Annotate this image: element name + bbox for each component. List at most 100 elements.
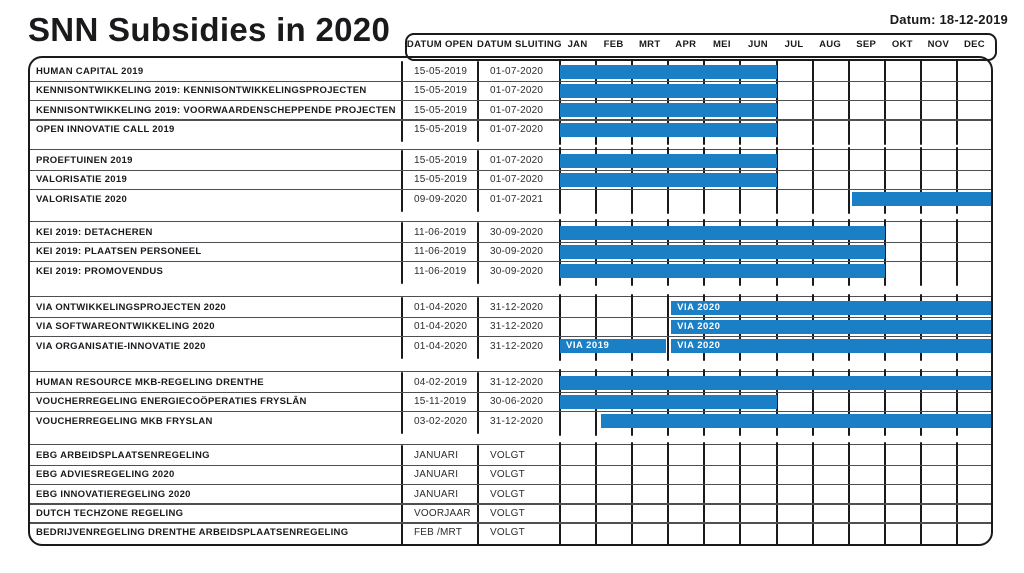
program-name: EBG ARBEIDSPLAATSENREGELING	[36, 450, 210, 461]
datum-open-value: 15-05-2019	[414, 123, 468, 135]
datum-open-value: JANUARI	[414, 469, 459, 481]
gantt-bar	[560, 83, 777, 99]
gantt-bar	[560, 153, 777, 168]
month-header-jan: JAN	[567, 39, 588, 50]
gantt-bar: VIA 2020	[671, 300, 993, 315]
datum-sluiting-value: VOLGT	[490, 527, 525, 539]
month-gridline	[667, 441, 670, 546]
column-header-datum-open: DATUM OPEN	[406, 39, 474, 50]
group-top-line	[28, 370, 993, 373]
column-divider	[401, 297, 403, 359]
gantt-bar	[560, 172, 777, 188]
group-top-line	[28, 443, 993, 446]
datum-sluiting-value: 31-12-2020	[490, 321, 544, 333]
datum-sluiting-value: 01-07-2020	[490, 155, 544, 166]
datum-sluiting-value: VOLGT	[490, 507, 525, 519]
month-header-mei: MEI	[712, 39, 731, 50]
program-name: OPEN INNOVATIE CALL 2019	[36, 123, 175, 135]
gantt-bar-label: VIA 2020	[677, 320, 721, 332]
column-divider	[401, 445, 403, 546]
column-divider	[477, 61, 479, 143]
datum-open-value: 15-11-2019	[414, 396, 467, 408]
month-header-okt: OKT	[891, 39, 913, 50]
gantt-bar	[560, 225, 885, 240]
datum-open-value: 11-06-2019	[414, 265, 467, 277]
month-gridline	[847, 441, 850, 546]
gantt-bar	[560, 375, 993, 390]
month-gridline	[811, 368, 814, 437]
datum-sluiting-value: 01-07-2020	[490, 174, 544, 186]
datum-sluiting-value: 31-12-2020	[490, 340, 544, 352]
program-name: EBG INNOVATIEREGELING 2020	[36, 488, 191, 500]
datum-open-value: 09-09-2020	[414, 193, 468, 205]
month-gridline	[559, 293, 561, 362]
month-gridline	[667, 293, 670, 362]
column-divider	[401, 222, 403, 284]
month-gridline	[919, 368, 922, 437]
month-gridline	[775, 146, 778, 215]
gantt-bar-label: VIA 2020	[677, 340, 721, 352]
month-gridline	[883, 441, 886, 546]
month-gridline	[775, 441, 778, 546]
datum-open-value: JANUARI	[414, 488, 459, 500]
row-separator	[28, 316, 993, 319]
datum-open-value: 01-04-2020	[414, 321, 468, 333]
month-header-jun: JUN	[747, 39, 768, 50]
datum-sluiting-value: 01-07-2021	[490, 193, 544, 205]
program-name: KEI 2019: PLAATSEN PERSONEEL	[36, 246, 202, 258]
row-separator	[28, 483, 993, 486]
datum-sluiting-value: 01-07-2020	[490, 85, 544, 97]
month-gridline	[703, 441, 706, 546]
program-name: KENNISONTWIKKELING 2019: VOORWAARDENSCHE…	[36, 104, 396, 116]
program-name: VOUCHERREGELING MKB FRYSLAN	[36, 415, 213, 427]
datum-sluiting-value: 31-12-2020	[490, 377, 544, 388]
datum-open-value: VOORJAAR	[414, 507, 471, 519]
datum-sluiting-value: 30-09-2020	[490, 246, 544, 258]
row-separator	[28, 391, 993, 394]
gantt-bar: VIA 2019	[560, 339, 667, 354]
month-gridline	[631, 293, 634, 362]
datum-sluiting-value: 30-09-2020	[490, 227, 544, 238]
row-separator	[28, 99, 993, 102]
program-name: HUMAN CAPITAL 2019	[36, 66, 144, 77]
column-divider	[477, 222, 479, 284]
datum-open-value: 03-02-2020	[414, 415, 468, 427]
month-gridline	[631, 441, 634, 546]
column-divider	[401, 150, 403, 212]
datum-sluiting-value: 01-07-2020	[490, 104, 544, 116]
row-separator	[28, 80, 993, 83]
program-name: PROEFTUINEN 2019	[36, 155, 133, 166]
month-header-feb: FEB	[603, 39, 624, 50]
datum-open-value: FEB /MRT	[414, 527, 463, 539]
column-divider	[477, 150, 479, 212]
program-name: VIA SOFTWAREONTWIKKELING 2020	[36, 321, 215, 333]
gantt-bar	[560, 103, 777, 118]
datum-sluiting-value: 30-06-2020	[490, 396, 544, 408]
row-separator	[28, 522, 993, 524]
datum-open-value: 01-04-2020	[414, 302, 468, 313]
datum-sluiting-value: VOLGT	[490, 469, 525, 481]
month-gridline	[955, 368, 958, 437]
month-header-jul: JUL	[784, 39, 804, 50]
table-header-strip: DATUM OPEN DATUM SLUITING JAN FEB MRT APR ME…	[405, 33, 997, 61]
group-top-line	[28, 295, 993, 298]
program-name: VIA ORGANISATIE-INNOVATIE 2020	[36, 340, 206, 352]
month-gridline	[883, 218, 886, 287]
column-divider	[477, 445, 479, 546]
gantt-bar	[601, 414, 993, 429]
program-name: VALORISATIE 2019	[36, 174, 128, 186]
month-gridline	[919, 218, 922, 287]
row-separator	[28, 169, 993, 172]
row-separator	[28, 260, 993, 263]
month-gridline	[955, 441, 958, 546]
datum-open-value: 11-06-2019	[414, 227, 467, 238]
datum-sluiting-value: VOLGT	[490, 488, 525, 500]
month-gridline	[811, 146, 814, 215]
gantt-bar-label: VIA 2019	[566, 340, 610, 352]
gantt-bar	[852, 192, 993, 207]
program-name: KEI 2019: DETACHEREN	[36, 227, 153, 238]
row-separator	[28, 410, 993, 413]
group-top-line	[28, 148, 993, 151]
page-title: SNN Subsidies in 2020	[28, 11, 391, 48]
